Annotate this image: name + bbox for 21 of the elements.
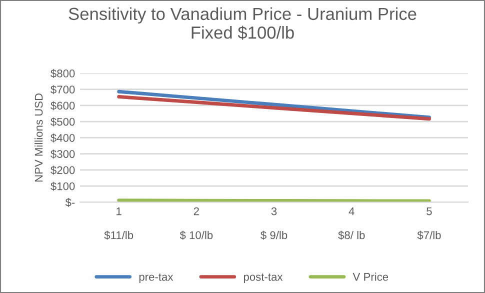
y-tick-label: $700 xyxy=(50,85,75,94)
category-label: 1 $11/lb xyxy=(104,207,134,240)
legend-label: pre-tax xyxy=(139,274,174,283)
category-label: 3 $ 9/lb xyxy=(260,207,288,240)
y-tick-label: $300 xyxy=(50,150,75,159)
legend-label: post-tax xyxy=(244,274,283,283)
y-tick-label: $400 xyxy=(50,134,75,143)
chart-title: Sensitivity to Vanadium Price - Uranium Price Fixed $100/lb xyxy=(68,7,416,40)
legend-label: V Price xyxy=(352,272,388,281)
y-tick-label: $800 xyxy=(50,69,75,78)
category-label: 2 $ 10/lb xyxy=(180,207,213,240)
category-label: 4 $8/ lb xyxy=(338,207,365,240)
line-series xyxy=(117,90,431,120)
y-tick-label: $600 xyxy=(50,101,75,110)
category-label: 5 $7/lb xyxy=(417,207,441,240)
y-axis-title: NPV Millions USD xyxy=(34,93,43,182)
line-series xyxy=(117,95,431,121)
y-tick-label: $- xyxy=(65,198,75,207)
y-tick-label: $100 xyxy=(50,182,75,191)
y-tick-label: $500 xyxy=(50,117,75,126)
y-tick-label: $200 xyxy=(50,166,75,175)
